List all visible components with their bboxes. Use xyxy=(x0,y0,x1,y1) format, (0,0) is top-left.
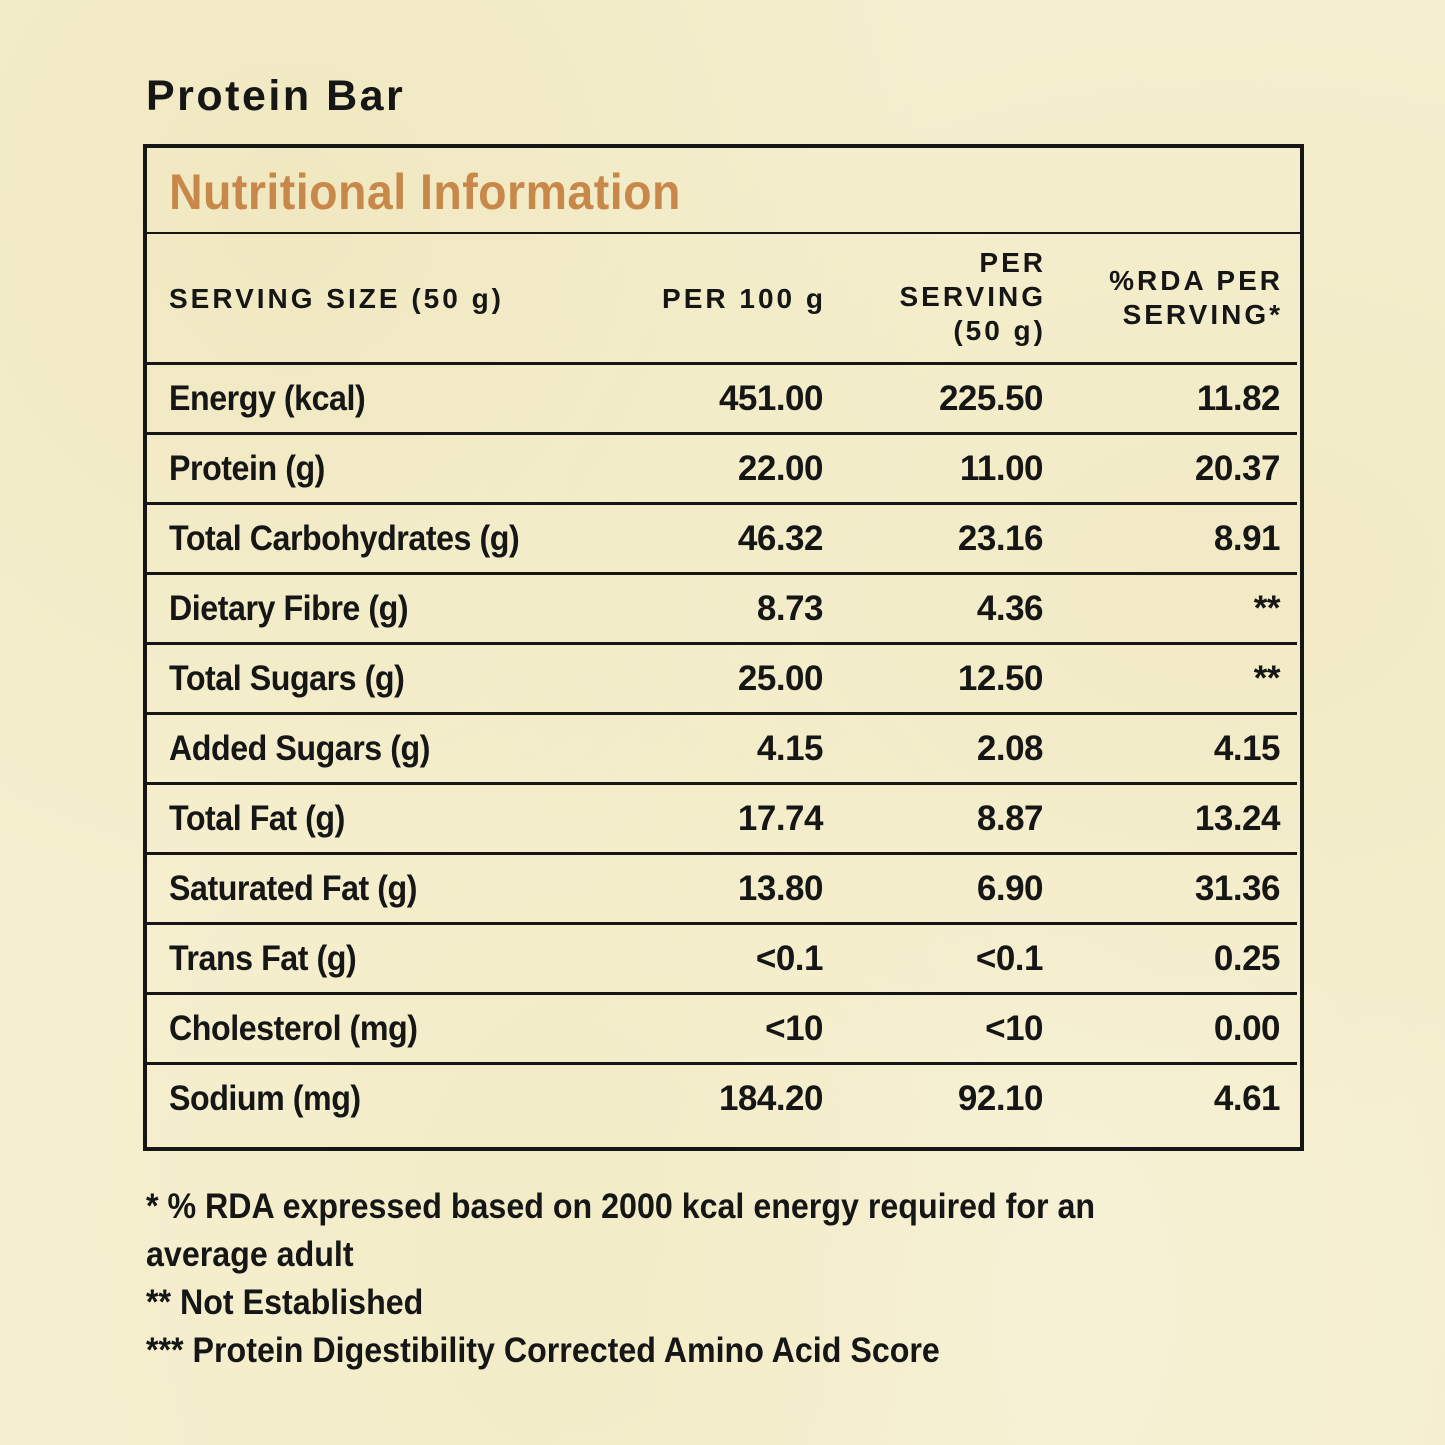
value-rda: 20.37 xyxy=(1194,449,1281,488)
value-per-serving: <10 xyxy=(985,1009,1043,1048)
value-per-serving: 92.10 xyxy=(957,1079,1044,1118)
value-rda: 11.82 xyxy=(1196,379,1281,418)
value-per-100g: 22.00 xyxy=(737,449,824,488)
value-rda: 0.25 xyxy=(1213,939,1281,978)
value-rda: 0.00 xyxy=(1213,1009,1281,1048)
footnote-pdcaas: *** Protein Digestibility Corrected Amin… xyxy=(146,1331,940,1370)
header-line: (50 g) xyxy=(953,315,1046,346)
column-header-per-serving: PER SERVING (50 g) xyxy=(899,246,1046,348)
value-rda: 4.61 xyxy=(1213,1079,1281,1118)
table-row: Saturated Fat (g) 13.80 6.90 31.36 xyxy=(147,852,1297,922)
panel-heading: Nutritional Information xyxy=(147,148,1300,234)
nutrient-name: Sodium (mg) xyxy=(169,1079,361,1118)
nutrient-name: Protein (g) xyxy=(169,449,325,488)
table-row: Cholesterol (mg) <10 <10 0.00 xyxy=(147,992,1297,1062)
nutrient-name: Saturated Fat (g) xyxy=(169,869,418,908)
column-header-serving-size: SERVING SIZE (50 g) xyxy=(169,282,504,316)
value-per-100g: 17.74 xyxy=(737,799,824,838)
value-per-100g: 46.32 xyxy=(737,519,824,558)
value-per-serving: 4.36 xyxy=(976,589,1044,628)
value-per-100g: <10 xyxy=(765,1009,823,1048)
value-per-100g: 184.20 xyxy=(718,1079,824,1118)
value-per-serving: <0.1 xyxy=(975,939,1044,978)
value-per-100g: <0.1 xyxy=(755,939,824,978)
footnotes: * % RDA expressed based on 2000 kcal ene… xyxy=(146,1183,1326,1375)
nutrient-name: Total Carbohydrates (g) xyxy=(169,519,520,558)
table-row: Energy (kcal) 451.00 225.50 11.82 xyxy=(147,362,1297,432)
value-per-serving: 225.50 xyxy=(938,379,1044,418)
value-per-serving: 12.50 xyxy=(957,659,1044,698)
header-line: %RDA PER xyxy=(1109,265,1283,296)
value-per-100g: 451.00 xyxy=(718,379,824,418)
column-header-per-100g: PER 100 g xyxy=(662,282,826,316)
nutrition-panel: Nutritional Information SERVING SIZE (50… xyxy=(143,144,1304,1151)
value-per-100g: 25.00 xyxy=(737,659,824,698)
footnote-rda: * % RDA expressed based on 2000 kcal ene… xyxy=(146,1187,1096,1226)
nutrient-name: Added Sugars (g) xyxy=(169,729,430,768)
header-line: SERVING SIZE (50 g) xyxy=(169,283,504,314)
value-per-serving: 6.90 xyxy=(976,869,1044,908)
table-row: Trans Fat (g) <0.1 <0.1 0.25 xyxy=(147,922,1297,992)
column-header-rda: %RDA PER SERVING* xyxy=(1109,264,1283,332)
value-per-serving: 11.00 xyxy=(959,449,1044,488)
value-per-100g: 8.73 xyxy=(756,589,824,628)
nutrient-name: Total Sugars (g) xyxy=(169,659,405,698)
value-per-100g: 4.15 xyxy=(756,729,824,768)
header-line: PER xyxy=(979,247,1046,278)
header-line: PER 100 g xyxy=(662,283,826,314)
column-header-row: SERVING SIZE (50 g) PER 100 g PER SERVIN… xyxy=(147,234,1300,362)
value-rda: 8.91 xyxy=(1213,519,1281,558)
table-row: Protein (g) 22.00 11.00 20.37 xyxy=(147,432,1297,502)
value-rda: 4.15 xyxy=(1213,729,1281,768)
value-rda: 31.36 xyxy=(1194,869,1281,908)
panel-heading-text: Nutritional Information xyxy=(169,164,681,220)
value-per-serving: 2.08 xyxy=(976,729,1044,768)
table-row: Total Sugars (g) 25.00 12.50 ** xyxy=(147,642,1297,712)
value-per-100g: 13.80 xyxy=(737,869,824,908)
nutrient-rows: Energy (kcal) 451.00 225.50 11.82 Protei… xyxy=(147,362,1297,1132)
header-line: SERVING xyxy=(899,281,1046,312)
value-rda: ** xyxy=(1253,659,1281,698)
nutrient-name: Total Fat (g) xyxy=(169,799,345,838)
nutrient-name: Trans Fat (g) xyxy=(169,939,357,978)
table-row: Total Carbohydrates (g) 46.32 23.16 8.91 xyxy=(147,502,1297,572)
table-row: Total Fat (g) 17.74 8.87 13.24 xyxy=(147,782,1297,852)
value-per-serving: 8.87 xyxy=(976,799,1044,838)
footnote-rda-continued: average adult xyxy=(146,1235,354,1274)
nutrient-name: Dietary Fibre (g) xyxy=(169,589,409,628)
value-rda: ** xyxy=(1253,589,1281,628)
product-title: Protein Bar xyxy=(146,72,406,120)
value-rda: 13.24 xyxy=(1194,799,1281,838)
nutrient-name: Energy (kcal) xyxy=(169,379,366,418)
table-row: Dietary Fibre (g) 8.73 4.36 ** xyxy=(147,572,1297,642)
footnote-not-established: ** Not Established xyxy=(146,1283,424,1322)
value-per-serving: 23.16 xyxy=(957,519,1044,558)
table-row: Added Sugars (g) 4.15 2.08 4.15 xyxy=(147,712,1297,782)
header-line: SERVING* xyxy=(1122,299,1283,330)
table-row: Sodium (mg) 184.20 92.10 4.61 xyxy=(147,1062,1297,1132)
nutrient-name: Cholesterol (mg) xyxy=(169,1009,418,1048)
